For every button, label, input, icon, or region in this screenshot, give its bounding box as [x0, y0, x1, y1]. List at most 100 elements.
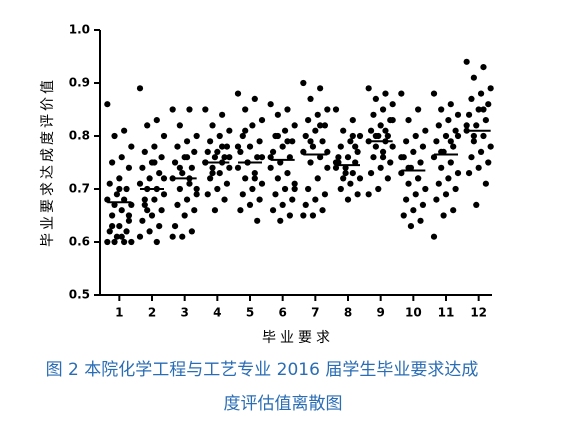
data-point: [144, 207, 151, 214]
data-point: [254, 154, 261, 161]
data-point: [372, 95, 379, 102]
data-point: [452, 185, 459, 193]
data-point: [342, 164, 349, 171]
data-point: [207, 175, 214, 182]
y-axis-label: 毕业要求达成度评价值: [40, 77, 56, 247]
data-point: [151, 196, 158, 203]
data-point: [104, 196, 111, 203]
data-point: [179, 170, 186, 177]
data-point: [216, 170, 223, 177]
data-point: [171, 159, 179, 166]
data-point: [274, 175, 281, 182]
data-point: [450, 143, 457, 150]
data-point: [309, 212, 317, 219]
data-point: [468, 95, 475, 102]
data-point: [106, 180, 113, 187]
data-point: [183, 154, 191, 161]
data-point: [279, 143, 286, 150]
data-point: [242, 175, 249, 182]
data-point: [485, 101, 492, 108]
data-point: [445, 175, 452, 182]
data-point: [340, 127, 347, 134]
data-point: [398, 170, 405, 177]
data-point: [176, 164, 183, 171]
data-point: [454, 111, 462, 118]
data-point: [216, 132, 223, 140]
x-tick-label: 2: [148, 306, 156, 320]
data-point: [237, 148, 244, 155]
data-point: [141, 201, 148, 208]
data-point: [183, 138, 191, 145]
data-point: [279, 201, 286, 208]
data-point: [151, 143, 158, 150]
data-point: [309, 143, 317, 150]
data-point: [454, 132, 462, 140]
data-point: [176, 122, 183, 129]
data-point: [438, 106, 445, 113]
data-point: [442, 191, 450, 198]
data-point: [433, 196, 440, 203]
data-point: [188, 164, 195, 171]
data-point: [141, 148, 148, 155]
data-point: [251, 95, 258, 102]
data-point: [284, 138, 291, 145]
y-tick-label: 0.8: [69, 129, 90, 143]
data-point: [312, 127, 319, 134]
data-point: [354, 191, 361, 198]
data-point: [123, 185, 130, 193]
data-point: [470, 138, 477, 145]
data-point: [477, 90, 485, 97]
data-point: [367, 127, 375, 134]
data-point: [312, 196, 319, 203]
data-point: [470, 132, 477, 140]
data-point: [447, 159, 454, 166]
data-point: [389, 117, 396, 124]
data-point: [477, 148, 485, 155]
data-point: [128, 238, 135, 246]
x-tick-label: 7: [311, 306, 319, 320]
data-point: [237, 207, 244, 214]
data-point: [141, 196, 148, 203]
data-point: [209, 122, 216, 129]
data-point: [475, 164, 482, 171]
data-point: [435, 180, 442, 187]
data-point: [104, 101, 111, 108]
y-tick-label: 0.6: [69, 235, 90, 249]
data-point: [317, 154, 324, 161]
data-point: [302, 201, 309, 208]
data-point: [291, 180, 298, 187]
data-point: [324, 148, 331, 155]
data-point: [281, 185, 289, 193]
data-point: [302, 132, 309, 140]
data-point: [109, 159, 116, 166]
x-tick-label: 8: [344, 306, 352, 320]
data-point: [146, 228, 153, 235]
data-point: [258, 117, 266, 124]
data-point: [384, 175, 391, 182]
data-point: [113, 191, 121, 198]
data-point: [156, 170, 163, 177]
data-point: [116, 185, 123, 193]
x-tick-label: 9: [376, 306, 384, 320]
data-point: [454, 170, 462, 177]
data-point: [249, 122, 256, 129]
data-point: [384, 132, 391, 140]
data-point: [438, 164, 445, 171]
data-point: [191, 207, 198, 214]
data-point: [254, 217, 261, 224]
data-point: [113, 233, 121, 240]
data-point: [239, 132, 246, 140]
data-point: [347, 180, 354, 187]
data-point: [291, 185, 298, 193]
x-tick-label: 11: [438, 306, 455, 320]
data-point: [160, 132, 168, 140]
data-point: [300, 212, 307, 219]
data-point: [321, 122, 329, 129]
data-point: [121, 238, 128, 246]
data-point: [317, 122, 324, 129]
data-point: [151, 159, 158, 166]
x-tick-label: 3: [180, 306, 188, 320]
data-point: [447, 101, 454, 108]
data-point: [179, 233, 186, 240]
